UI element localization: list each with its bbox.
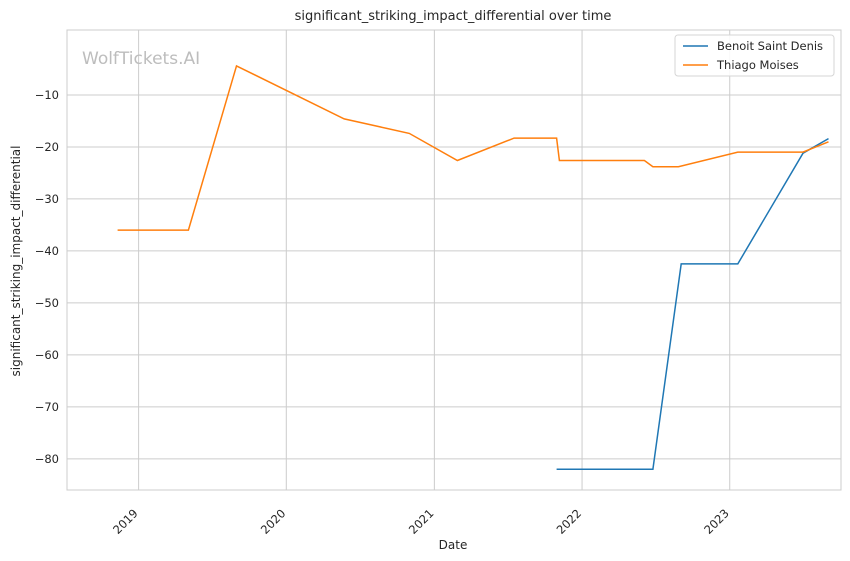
x-axis-label: Date [439, 538, 468, 552]
y-tick-label: −60 [35, 348, 59, 362]
watermark: WolfTickets.AI [82, 49, 200, 69]
series-lines [117, 64, 829, 470]
y-tick-label: −20 [35, 140, 59, 154]
chart-title: significant_striking_impact_differential… [295, 9, 612, 24]
y-axis-ticks: −80 −70 −60 −50 −40 −30 −20 −10 [35, 88, 59, 466]
y-tick-label: −70 [35, 400, 59, 414]
y-tick-label: −50 [35, 296, 59, 310]
legend-label: Thiago Moises [716, 58, 799, 72]
legend-box [674, 34, 835, 77]
legend-label: Benoit Saint Denis [717, 39, 823, 53]
y-tick-label: −40 [35, 244, 59, 258]
y-axis-label: significant_striking_impact_differential [9, 146, 23, 377]
y-tick-label: −80 [35, 452, 59, 466]
y-tick-label: −10 [35, 88, 59, 102]
plot-area [66, 29, 842, 491]
y-tick-label: −30 [35, 192, 59, 206]
legend: Benoit Saint Denis Thiago Moises [674, 34, 835, 77]
series-line-2 [117, 64, 829, 231]
grid [67, 30, 841, 490]
